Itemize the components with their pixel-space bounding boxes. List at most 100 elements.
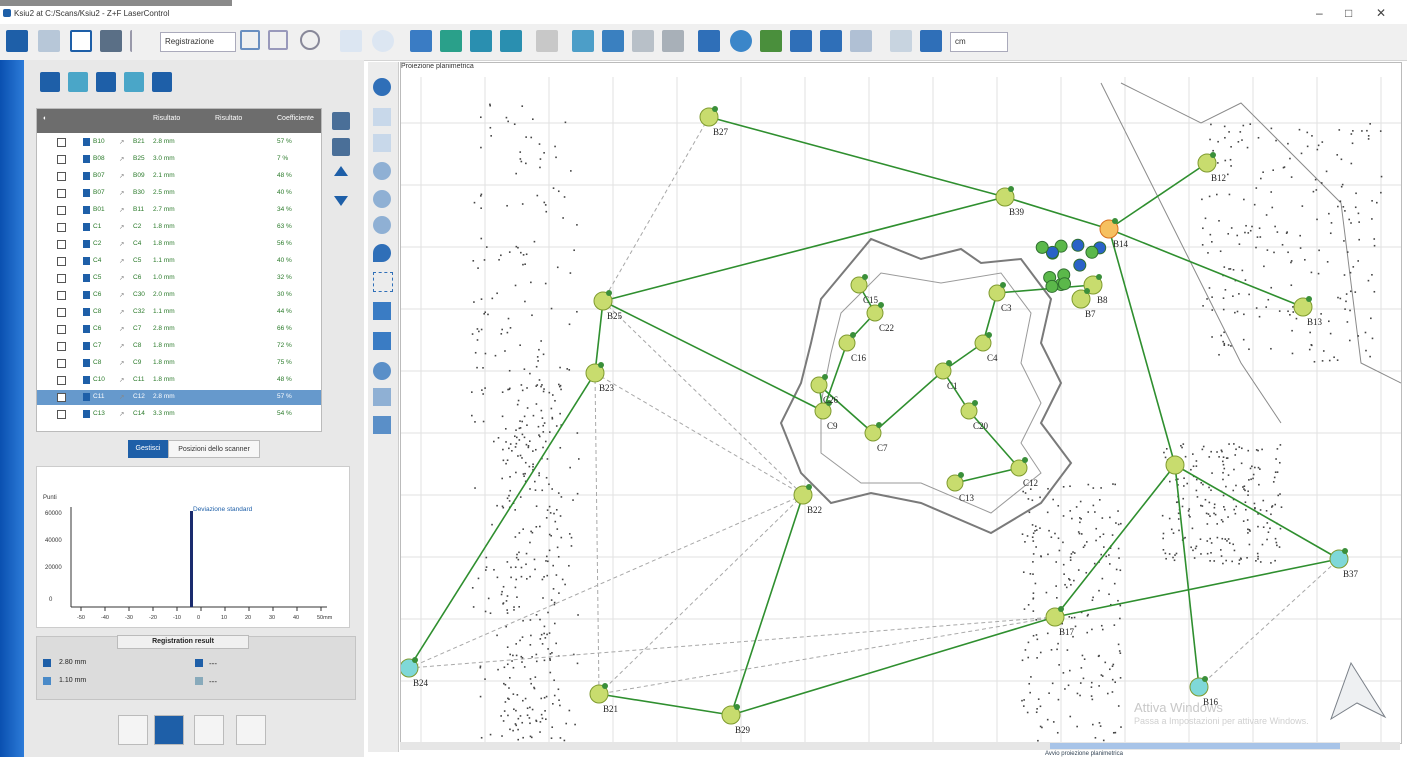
registration-link[interactable] — [982, 292, 998, 344]
list-view-icon[interactable] — [373, 134, 391, 152]
row-checkbox[interactable] — [57, 376, 66, 385]
scan-icon[interactable] — [790, 30, 812, 52]
scan-position-node[interactable] — [988, 284, 1006, 302]
scan-tab-icon[interactable] — [124, 72, 144, 92]
minimize-button[interactable]: – — [1316, 6, 1323, 20]
delete-icon[interactable] — [332, 138, 350, 156]
row-checkbox[interactable] — [57, 138, 66, 147]
scan-position-node[interactable] — [593, 291, 613, 311]
scan-position-node[interactable] — [864, 424, 882, 442]
scan-position-node[interactable] — [699, 107, 719, 127]
scan-position-node[interactable] — [810, 376, 828, 394]
zf-logo-icon[interactable] — [6, 30, 28, 52]
header-result-2[interactable]: Risultato — [215, 115, 243, 122]
scan-position-node[interactable] — [1189, 677, 1209, 697]
scan-position-node[interactable] — [721, 705, 741, 725]
globe-icon[interactable] — [730, 30, 752, 52]
row-checkbox[interactable] — [57, 240, 66, 249]
sequence-icon[interactable] — [373, 108, 391, 126]
node-handle[interactable] — [602, 683, 608, 689]
row-checkbox[interactable] — [57, 359, 66, 368]
scan-position-node[interactable] — [995, 187, 1015, 207]
open-project-icon[interactable] — [38, 30, 60, 52]
registration-link[interactable] — [996, 284, 1094, 294]
scan-position-node[interactable] — [1329, 549, 1349, 569]
scan-position-node[interactable] — [960, 402, 978, 420]
node-handle[interactable] — [412, 657, 418, 663]
scan-position-node[interactable] — [1099, 219, 1119, 239]
row-checkbox[interactable] — [57, 410, 66, 419]
table-row[interactable]: C2 ↗ C4 1.8 mm 56 % — [37, 237, 321, 252]
layer-alt-icon[interactable] — [373, 332, 391, 350]
row-checkbox[interactable] — [57, 342, 66, 351]
node-handle[interactable] — [876, 422, 882, 428]
registration-link[interactable] — [730, 494, 804, 716]
node-handle[interactable] — [1058, 606, 1064, 612]
measure-icon[interactable] — [373, 388, 391, 406]
row-checkbox[interactable] — [57, 189, 66, 198]
scan-cluster-node[interactable] — [1058, 277, 1072, 291]
target-icon[interactable] — [440, 30, 462, 52]
table-row[interactable]: B10 ↗ B21 2.8 mm 57 % — [37, 135, 321, 150]
table-row[interactable]: C11 ↗ C12 2.8 mm 57 % — [37, 390, 321, 405]
registration-link[interactable] — [872, 370, 944, 434]
cloud-icon[interactable] — [572, 30, 594, 52]
table-row[interactable]: C6 ↗ C7 2.8 mm 66 % — [37, 322, 321, 337]
bottom-tab-tools-icon[interactable] — [118, 715, 148, 745]
layer-icon[interactable] — [373, 302, 391, 320]
header-result[interactable]: Risultato — [153, 115, 181, 122]
scan-position-node[interactable] — [1045, 607, 1065, 627]
node-handle[interactable] — [1342, 548, 1348, 554]
node-handle[interactable] — [712, 106, 718, 112]
registration-link[interactable] — [1004, 196, 1110, 230]
navigate-icon[interactable] — [373, 78, 391, 96]
view-frame-icon[interactable] — [70, 30, 92, 52]
node-handle[interactable] — [878, 302, 884, 308]
registration-link[interactable] — [408, 372, 596, 669]
table-row[interactable]: B07 ↗ B09 2.1 mm 48 % — [37, 169, 321, 184]
table-row[interactable]: B01 ↗ B11 2.7 mm 34 % — [37, 203, 321, 218]
row-checkbox[interactable] — [57, 155, 66, 164]
node-handle[interactable] — [598, 362, 604, 368]
node-handle[interactable] — [1306, 296, 1312, 302]
table-row[interactable]: C1 ↗ C2 1.8 mm 63 % — [37, 220, 321, 235]
scan-cluster-node[interactable] — [1071, 238, 1085, 252]
registration-link[interactable] — [1108, 162, 1208, 230]
table-row[interactable]: C10 ↗ C11 1.8 mm 48 % — [37, 373, 321, 388]
table-tab-icon[interactable] — [40, 72, 60, 92]
settings-icon[interactable] — [890, 30, 912, 52]
close-button[interactable]: ✕ — [1376, 6, 1387, 20]
scan-position-node[interactable] — [1165, 455, 1185, 475]
row-checkbox[interactable] — [57, 206, 66, 215]
registration-link[interactable] — [1054, 558, 1340, 618]
scan-position-node[interactable] — [585, 363, 605, 383]
node-handle[interactable] — [826, 400, 832, 406]
scan-position-node[interactable] — [934, 362, 952, 380]
scan-cluster-node[interactable] — [1045, 279, 1059, 293]
node-handle[interactable] — [1008, 186, 1014, 192]
tab-scanner-positions[interactable]: Posizioni dello scanner — [168, 440, 260, 458]
refresh-icon[interactable] — [372, 30, 394, 52]
maximize-button[interactable]: □ — [1345, 6, 1353, 20]
zoom-fit-icon[interactable] — [373, 162, 391, 180]
scan-position-node[interactable] — [1071, 289, 1091, 309]
zoom-in-icon[interactable] — [373, 190, 391, 208]
cloud-filter-icon[interactable] — [602, 30, 624, 52]
node-handle[interactable] — [986, 332, 992, 338]
registration-link[interactable] — [602, 300, 824, 412]
scan-position-node[interactable] — [866, 304, 884, 322]
scan-position-node[interactable] — [589, 684, 609, 704]
image-alt-icon[interactable] — [662, 30, 684, 52]
node-handle[interactable] — [1202, 676, 1208, 682]
share-icon[interactable] — [373, 362, 391, 380]
edit-icon[interactable] — [332, 112, 350, 130]
registration-link[interactable] — [818, 384, 874, 434]
back-arrow-icon[interactable] — [130, 30, 154, 52]
node-handle[interactable] — [806, 484, 812, 490]
registration-link[interactable] — [598, 693, 732, 716]
pin-icon[interactable] — [373, 244, 391, 262]
forward-icon[interactable] — [240, 30, 260, 50]
node-handle[interactable] — [850, 332, 856, 338]
grid-icon[interactable] — [760, 30, 782, 52]
node-handle[interactable] — [1084, 288, 1090, 294]
